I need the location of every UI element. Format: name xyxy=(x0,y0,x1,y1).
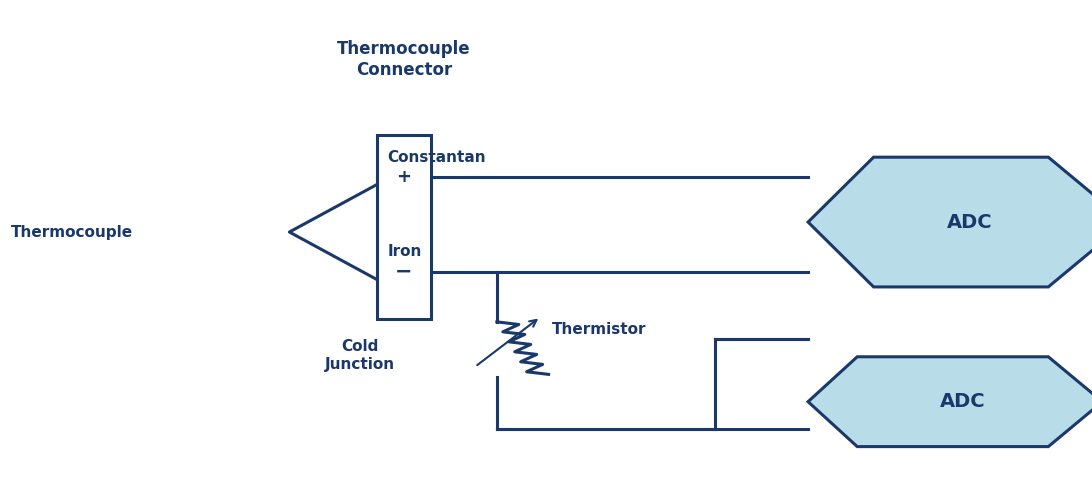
Text: Thermocouple
Connector: Thermocouple Connector xyxy=(337,40,471,79)
Text: ADC: ADC xyxy=(939,392,985,411)
Text: Thermocouple: Thermocouple xyxy=(11,225,133,240)
Text: Thermistor: Thermistor xyxy=(551,322,646,337)
Text: Cold
Junction: Cold Junction xyxy=(325,339,395,372)
Text: +: + xyxy=(396,168,412,186)
Text: Iron: Iron xyxy=(388,245,422,259)
Polygon shape xyxy=(808,357,1092,447)
Polygon shape xyxy=(808,157,1092,287)
Text: ADC: ADC xyxy=(947,213,993,232)
Text: −: − xyxy=(395,262,413,282)
Text: Constantan: Constantan xyxy=(388,150,486,165)
Polygon shape xyxy=(377,135,431,319)
